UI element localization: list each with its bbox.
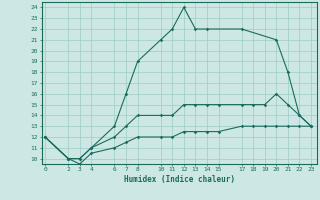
X-axis label: Humidex (Indice chaleur): Humidex (Indice chaleur) [124,175,235,184]
